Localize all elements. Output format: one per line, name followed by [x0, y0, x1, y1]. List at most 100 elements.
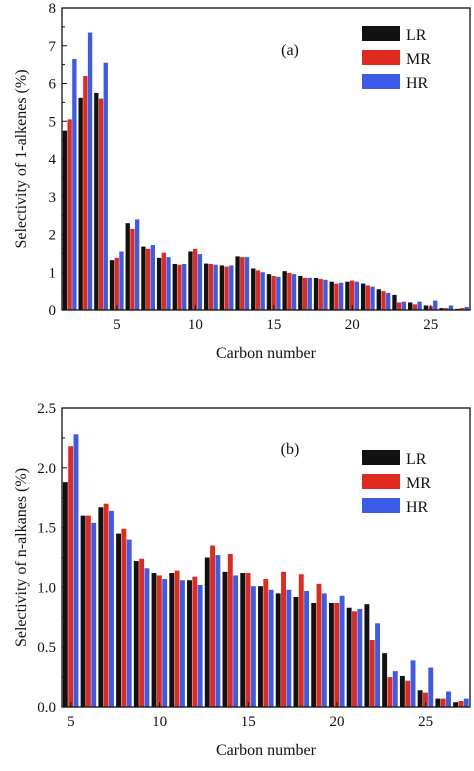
- bar-mr-c22: [381, 291, 386, 311]
- y-tick-label: 7: [49, 39, 57, 55]
- bar-hr-c23: [401, 301, 407, 310]
- bar-mr-c27: [459, 308, 465, 310]
- bar-hr-c8: [126, 539, 132, 707]
- bar-mr-c8: [121, 528, 127, 707]
- bar-mr-c10: [156, 575, 162, 707]
- bar-hr-c25: [433, 300, 438, 310]
- chart-panel-a: 0 1 2 3 4 5 6 7 8 5 10 15 20 25 Carbon number Selectivi…: [13, 1, 471, 362]
- bar-mr-c13: [210, 545, 216, 707]
- legend-swatch-lr: [362, 450, 400, 465]
- bar-hr-c10: [162, 579, 168, 707]
- bar-lr-c15: [240, 573, 246, 707]
- bar-lr-c16: [282, 271, 287, 310]
- bar-mr-c15: [271, 276, 276, 310]
- bar-hr-c7: [150, 245, 155, 310]
- bar-lr-c20: [345, 281, 350, 310]
- bar-hr-c11: [213, 264, 218, 310]
- x-tick-label: 25: [423, 317, 438, 333]
- legend-label-hr: HR: [406, 75, 429, 92]
- bar-lr-c18: [293, 596, 299, 707]
- bar-hr-c20: [354, 281, 359, 310]
- bar-mr-c15: [245, 573, 251, 707]
- bar-hr-c9: [144, 568, 150, 707]
- x-tick-label: 10: [152, 714, 167, 730]
- bar-mr-c13: [240, 257, 245, 310]
- bar-hr-c15: [250, 586, 256, 707]
- bar-mr-c14: [255, 270, 261, 310]
- y-tick-label: 0: [49, 303, 57, 319]
- bar-lr-c23: [382, 653, 388, 707]
- bar-hr-c17: [307, 277, 312, 310]
- bar-mr-c14: [227, 553, 233, 707]
- legend-label-mr: MR: [406, 51, 431, 68]
- bar-mr-c27: [458, 701, 464, 707]
- bar-mr-c12: [224, 266, 229, 310]
- bar-hr-c6: [91, 522, 97, 707]
- y-tick-label: 1.0: [37, 580, 56, 596]
- bar-lr-c17: [298, 276, 303, 310]
- legend-label-hr: HR: [406, 499, 429, 516]
- bar-lr-c15: [266, 274, 272, 310]
- bar-lr-c7: [98, 507, 104, 707]
- x-axis-label: Carbon number: [216, 345, 317, 362]
- bar-lr-c6: [125, 223, 130, 310]
- bar-hr-c14: [260, 272, 265, 310]
- bar-hr-c22: [375, 623, 380, 707]
- panel-label: (b): [281, 441, 300, 458]
- bar-mr-c16: [287, 273, 292, 310]
- bar-lr-c14: [222, 571, 228, 707]
- bar-lr-c27: [453, 702, 459, 707]
- bar-mr-c4: [98, 98, 104, 310]
- bar-mr-c18: [298, 574, 304, 707]
- bar-lr-c12: [187, 580, 192, 707]
- bar-mr-c9: [139, 558, 145, 707]
- bar-mr-c6: [85, 515, 91, 707]
- bar-lr-c22: [376, 289, 381, 310]
- bar-lr-c20: [328, 602, 334, 707]
- bar-mr-c24: [405, 680, 411, 707]
- x-tick-label: 15: [266, 317, 281, 333]
- bar-lr-c7: [141, 246, 146, 310]
- legend-label-mr: MR: [406, 475, 431, 492]
- bar-hr-c16: [268, 589, 274, 707]
- bar-hr-c18: [304, 590, 310, 707]
- bar-hr-c16: [291, 274, 297, 310]
- legend-swatch-mr: [362, 50, 400, 65]
- bar-lr-c5: [109, 260, 115, 310]
- x-axis-label: Carbon number: [216, 742, 317, 759]
- bar-lr-c14: [251, 268, 256, 310]
- bar-lr-c8: [116, 533, 121, 707]
- bar-lr-c18: [313, 277, 319, 310]
- bar-lr-c11: [204, 263, 209, 310]
- bar-lr-c13: [204, 557, 210, 707]
- bar-hr-c8: [166, 257, 171, 310]
- legend-swatch-lr: [362, 26, 400, 41]
- x-tick-label: 20: [345, 317, 360, 333]
- x-tick-label: 5: [67, 714, 75, 730]
- y-tick-label: 2: [49, 228, 57, 244]
- bar-hr-c24: [410, 660, 416, 707]
- bar-hr-c27: [463, 698, 469, 707]
- bar-lr-c22: [364, 604, 370, 707]
- bar-mr-c11: [208, 263, 214, 310]
- bar-hr-c24: [417, 301, 422, 310]
- bar-lr-c25: [423, 305, 429, 310]
- y-tick-label: 5: [49, 114, 57, 130]
- bar-mr-c9: [177, 264, 182, 310]
- bar-hr-c18: [323, 279, 328, 310]
- x-tick-label: 15: [241, 714, 256, 730]
- chart-panel-b: 0.0 0.5 1.0 1.5 2.0 2.5 5 10 15 20 25 Carbon number…: [13, 401, 471, 759]
- bar-lr-c23: [392, 294, 397, 310]
- bar-lr-c26: [439, 308, 444, 310]
- bar-mr-c21: [352, 611, 357, 707]
- bar-hr-c14: [233, 575, 239, 707]
- bar-lr-c6: [80, 515, 86, 707]
- bar-hr-c21: [370, 286, 375, 310]
- bar-hr-c23: [392, 671, 398, 707]
- bar-lr-c10: [151, 573, 157, 707]
- bar-mr-c23: [387, 677, 393, 707]
- y-tick-label: 1: [49, 265, 57, 281]
- bar-mr-c2: [67, 119, 72, 310]
- y-tick-label: 0.0: [37, 700, 56, 716]
